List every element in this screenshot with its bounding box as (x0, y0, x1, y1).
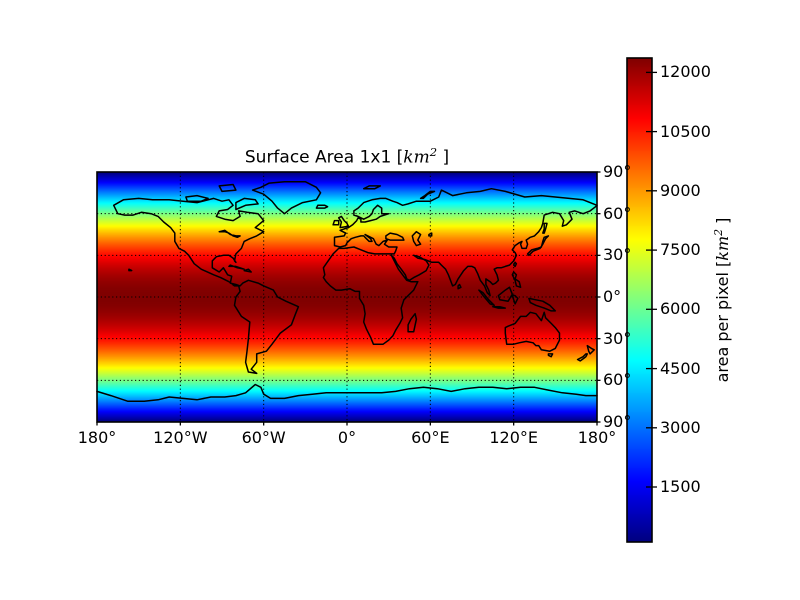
coastline-caspian-sea (411, 230, 422, 247)
coastline-hispaniola (243, 268, 252, 273)
colorbar-tick-label: 3000 (660, 417, 701, 437)
coastline-java (492, 305, 507, 309)
coastline-sakhalin (542, 222, 548, 234)
colorbar-tick-label: 1500 (660, 477, 701, 497)
coastline-sulawesi (511, 294, 519, 305)
colorbar-tick-label: 9000 (660, 180, 701, 200)
x-tick-label: 180° (577, 428, 617, 447)
colorbar-tick-label: 10500 (660, 121, 711, 141)
y-tick-label: 30° (603, 245, 632, 265)
coastline-sri-lanka (457, 283, 462, 290)
coastline-hawaii (128, 268, 133, 272)
colorbar-tick-label: 4500 (660, 358, 701, 378)
world-map-heatmap (97, 172, 597, 422)
x-tick-label: 120°E (489, 428, 538, 447)
coastline-iceland (315, 204, 329, 209)
colorbar-tick-label: 6000 (660, 299, 701, 319)
coastline-americas (112, 197, 300, 375)
coastline-great-lakes (218, 229, 241, 239)
y-tick-label: 0° (603, 287, 622, 307)
colorbar-axis-label: area per pixel [km2 ] (712, 218, 732, 383)
coastline-tasmania (547, 353, 554, 358)
chart-title-math-km: km (403, 147, 430, 168)
colorbar-frame (626, 57, 653, 543)
x-tick-label: 180° (77, 428, 117, 447)
coastline-greenland (251, 180, 322, 215)
coastline-baffin-island (235, 197, 259, 211)
chart-title-text: Surface Area 1x1 [ (244, 147, 404, 168)
x-tick-label: 120°W (153, 428, 208, 447)
coastline-philippines (511, 271, 522, 289)
coastline-taiwan (512, 261, 518, 268)
colorbar-frame-ticks (626, 57, 657, 543)
y-tick-label: 60° (603, 203, 632, 223)
coastline-borneo (497, 286, 514, 302)
colorbar-axis-label-text: area per pixel [ (713, 260, 733, 383)
coastline-madagascar (407, 312, 418, 333)
coastline-black-sea (385, 232, 405, 241)
coastline-sumatra (478, 289, 495, 307)
y-tick-label: 90° (603, 162, 632, 182)
coastline-japan (526, 235, 550, 257)
coastline-aral-sea (428, 232, 433, 237)
colorbar-tick-label: 7500 (660, 240, 701, 260)
map-overlay-coastlines-grid (96, 171, 601, 426)
coastline-novaya-zemlya (419, 190, 436, 200)
coastline-australia (504, 311, 561, 352)
map-frame (96, 171, 598, 423)
coastline-great-britain (337, 215, 350, 229)
coastline-new-zealand-north (586, 344, 595, 355)
coastline-antarctica (96, 383, 598, 402)
chart-title-superscript: 2 (429, 145, 438, 159)
coastline-new-guinea (528, 297, 557, 312)
colorbar-axis-label-superscript: 2 (711, 228, 725, 236)
coastline-ellesmere-island (218, 183, 237, 193)
colorbar-gradient (627, 58, 652, 542)
coastline-new-zealand-south (576, 353, 589, 362)
x-tick-label: 60°E (411, 428, 450, 447)
x-tick-label: 60°W (241, 428, 286, 447)
colorbar-axis-label-suffix: ] (713, 217, 733, 229)
coastline-afro-eurasia (322, 187, 598, 345)
coastline-victoria-island (185, 194, 209, 202)
coastline-cuba (228, 264, 245, 270)
coastline-svalbard (362, 185, 382, 190)
chart-title-suffix: ] (437, 147, 450, 168)
coastline-ireland (332, 219, 340, 226)
y-tick-label: 30° (603, 328, 632, 348)
y-tick-label: 90° (603, 412, 632, 432)
y-tick-label: 60° (603, 370, 632, 390)
x-tick-label: 0° (337, 428, 357, 447)
chart-title: Surface Area 1x1 [km2 ] (97, 145, 597, 168)
colorbar-axis-label-math-km: km (713, 235, 733, 261)
colorbar-tick-label: 12000 (660, 62, 711, 82)
